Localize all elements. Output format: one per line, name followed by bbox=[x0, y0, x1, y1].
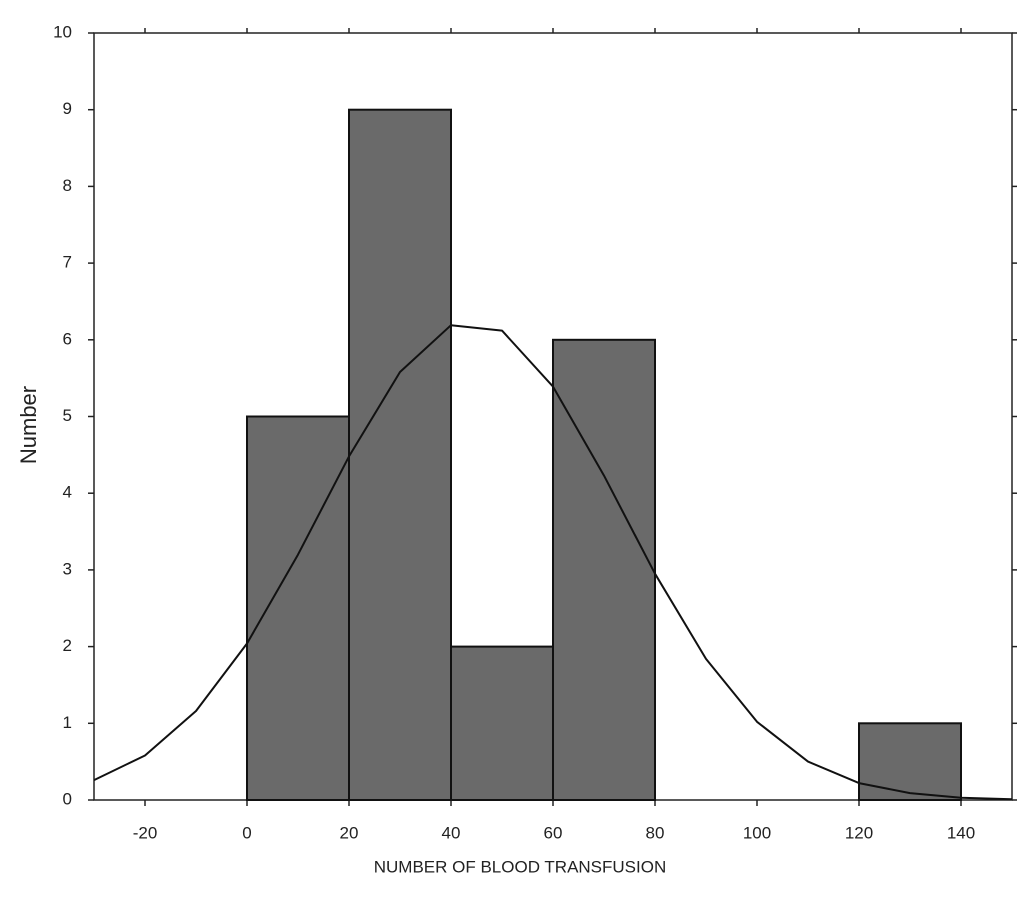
x-tick-label: 60 bbox=[544, 823, 563, 842]
x-tick-label: 120 bbox=[845, 823, 873, 842]
x-axis-label: NUMBER OF BLOOD TRANSFUSION bbox=[374, 857, 667, 876]
x-tick-label: 80 bbox=[646, 823, 665, 842]
y-tick-label: 8 bbox=[63, 176, 72, 195]
normal-curve bbox=[93, 324, 1013, 801]
x-tick-label: 100 bbox=[743, 823, 771, 842]
y-tick-label: 1 bbox=[63, 713, 72, 732]
x-tick-label: 140 bbox=[947, 823, 975, 842]
bar bbox=[552, 338, 656, 801]
bar bbox=[858, 722, 962, 801]
x-tick-label: 20 bbox=[340, 823, 359, 842]
y-tick-label: 3 bbox=[63, 559, 72, 578]
bar bbox=[246, 415, 350, 801]
y-tick-label: 10 bbox=[53, 22, 72, 41]
y-tick-label: 0 bbox=[63, 789, 72, 808]
bar bbox=[348, 108, 452, 801]
y-tick-label: 4 bbox=[63, 483, 72, 502]
bar bbox=[450, 645, 554, 801]
x-tick-label: 0 bbox=[242, 823, 251, 842]
x-tick-label: 40 bbox=[442, 823, 461, 842]
y-tick-label: 5 bbox=[63, 406, 72, 425]
y-tick-label: 9 bbox=[63, 99, 72, 118]
y-tick-label: 7 bbox=[63, 253, 72, 272]
y-tick-label: 2 bbox=[63, 636, 72, 655]
x-tick-label: -20 bbox=[133, 823, 158, 842]
y-tick-label: 6 bbox=[63, 329, 72, 348]
y-axis-label: Number bbox=[16, 386, 41, 464]
